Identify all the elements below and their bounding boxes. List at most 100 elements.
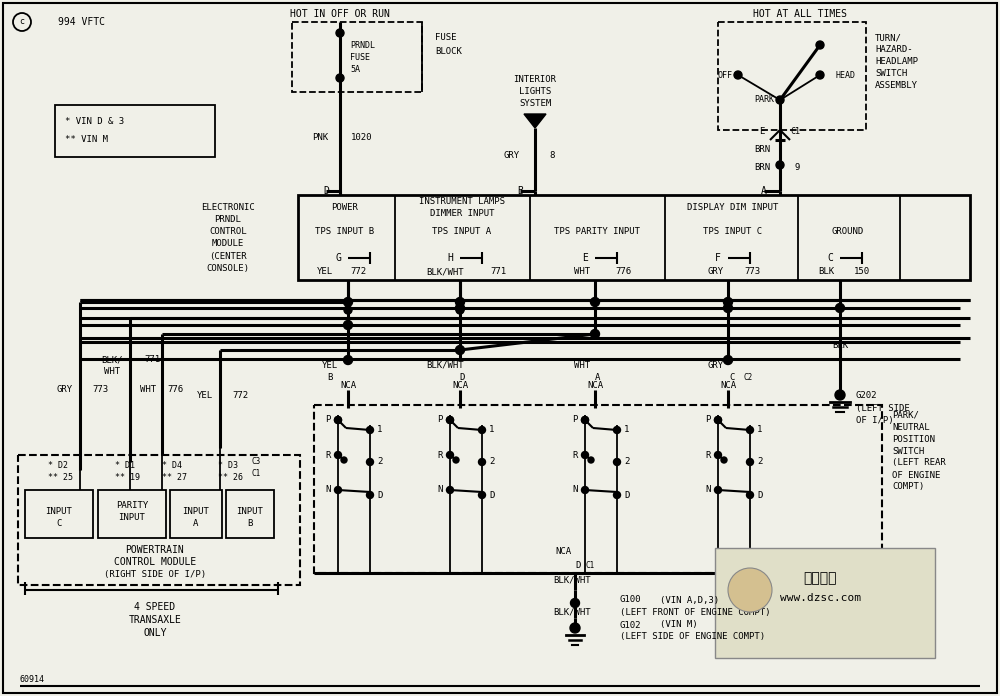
- Text: CONTROL MODULE: CONTROL MODULE: [114, 557, 196, 567]
- Text: HEAD: HEAD: [835, 70, 855, 79]
- Bar: [226, 490, 274, 538]
- Circle shape: [714, 416, 722, 423]
- Text: TURN/: TURN/: [875, 33, 902, 42]
- Text: PARITY: PARITY: [116, 500, 148, 509]
- Text: (RIGHT SIDE OF I/P): (RIGHT SIDE OF I/P): [104, 569, 206, 578]
- Text: 2: 2: [377, 457, 383, 466]
- Circle shape: [590, 297, 600, 306]
- Text: ELECTRONIC: ELECTRONIC: [201, 203, 255, 212]
- Text: * VIN D & 3: * VIN D & 3: [65, 118, 124, 127]
- Text: www.dzsc.com: www.dzsc.com: [780, 593, 860, 603]
- Bar: [170, 490, 222, 538]
- Circle shape: [456, 306, 464, 314]
- Text: R: R: [437, 450, 443, 459]
- Text: FUSE: FUSE: [350, 52, 370, 61]
- Text: 维库一下: 维库一下: [803, 571, 837, 585]
- Text: HEADLAMP: HEADLAMP: [875, 58, 918, 67]
- Text: 2: 2: [757, 457, 763, 466]
- Circle shape: [746, 427, 754, 434]
- Text: BLK: BLK: [818, 267, 834, 276]
- Text: ** 27: ** 27: [162, 473, 187, 482]
- Text: ASSEMBLY: ASSEMBLY: [875, 81, 918, 90]
- Bar: [715, 548, 935, 658]
- Text: 4 SPEED: 4 SPEED: [134, 602, 176, 612]
- Circle shape: [816, 71, 824, 79]
- Text: WHT: WHT: [140, 386, 156, 395]
- Text: 60914: 60914: [20, 676, 45, 684]
- Text: F: F: [715, 253, 721, 263]
- Text: E: E: [759, 127, 765, 136]
- Text: POWERTRAIN: POWERTRAIN: [126, 545, 184, 555]
- Text: D: D: [459, 372, 465, 381]
- Text: C1: C1: [586, 560, 595, 569]
- Circle shape: [816, 41, 824, 49]
- Bar: [98, 490, 166, 538]
- Circle shape: [344, 356, 352, 365]
- Text: ** 26: ** 26: [218, 473, 243, 482]
- Text: 1: 1: [489, 425, 495, 434]
- Text: C: C: [729, 372, 735, 381]
- Text: 772: 772: [350, 267, 366, 276]
- Text: * D3: * D3: [218, 461, 238, 470]
- Text: 776: 776: [615, 267, 631, 276]
- Circle shape: [582, 416, 588, 423]
- Text: OF I/P): OF I/P): [856, 416, 894, 425]
- Text: TPS INPUT C: TPS INPUT C: [703, 228, 763, 237]
- Circle shape: [334, 452, 342, 459]
- Text: SWITCH: SWITCH: [892, 447, 924, 455]
- Text: ONLY: ONLY: [143, 628, 167, 638]
- Text: ** 25: ** 25: [48, 473, 73, 482]
- Text: NCA: NCA: [555, 548, 571, 557]
- Text: NCA: NCA: [452, 381, 468, 390]
- Text: PARK/: PARK/: [892, 411, 919, 420]
- Text: WHT: WHT: [574, 267, 590, 276]
- Circle shape: [614, 459, 620, 466]
- Text: ** 19: ** 19: [115, 473, 140, 482]
- Text: NCA: NCA: [587, 381, 603, 390]
- Text: NCA: NCA: [720, 381, 736, 390]
- Circle shape: [446, 416, 454, 423]
- Text: (LEFT REAR: (LEFT REAR: [892, 459, 946, 468]
- Text: R: R: [572, 450, 578, 459]
- Text: P: P: [705, 416, 711, 425]
- Text: 2: 2: [489, 457, 495, 466]
- Text: BLOCK: BLOCK: [435, 47, 462, 56]
- Text: POWER: POWER: [332, 203, 358, 212]
- Circle shape: [456, 345, 464, 354]
- Circle shape: [366, 459, 374, 466]
- Circle shape: [728, 568, 772, 612]
- Text: PRNDL: PRNDL: [215, 216, 241, 225]
- Circle shape: [344, 306, 352, 314]
- Circle shape: [714, 416, 722, 423]
- Text: 771: 771: [490, 267, 506, 276]
- Text: TPS INPUT A: TPS INPUT A: [432, 228, 492, 237]
- Circle shape: [344, 320, 352, 329]
- Circle shape: [456, 303, 464, 313]
- Text: C1: C1: [252, 468, 261, 477]
- Text: NCA: NCA: [340, 381, 356, 390]
- Text: 1: 1: [377, 425, 383, 434]
- Text: DIMMER INPUT: DIMMER INPUT: [430, 209, 494, 219]
- Text: C: C: [56, 519, 62, 528]
- Text: GRY: GRY: [504, 150, 520, 159]
- Circle shape: [836, 303, 844, 313]
- Text: WHT: WHT: [574, 361, 590, 370]
- Text: BLK: BLK: [832, 340, 848, 349]
- Text: R: R: [705, 450, 711, 459]
- Text: MODULE: MODULE: [212, 239, 244, 248]
- Text: BLK/: BLK/: [101, 356, 123, 365]
- Text: HOT AT ALL TIMES: HOT AT ALL TIMES: [753, 9, 847, 19]
- Text: SWITCH: SWITCH: [875, 70, 907, 79]
- Text: TPS INPUT B: TPS INPUT B: [315, 228, 375, 237]
- Text: 5A: 5A: [350, 65, 360, 74]
- Text: 9: 9: [794, 164, 800, 173]
- Circle shape: [446, 487, 454, 493]
- Circle shape: [614, 491, 620, 498]
- Text: E: E: [582, 253, 588, 263]
- Text: INPUT: INPUT: [119, 512, 145, 521]
- Text: HAZARD-: HAZARD-: [875, 45, 913, 54]
- Text: OFF: OFF: [718, 70, 732, 79]
- Circle shape: [479, 427, 486, 434]
- Text: R: R: [325, 450, 331, 459]
- Text: A: A: [595, 372, 601, 381]
